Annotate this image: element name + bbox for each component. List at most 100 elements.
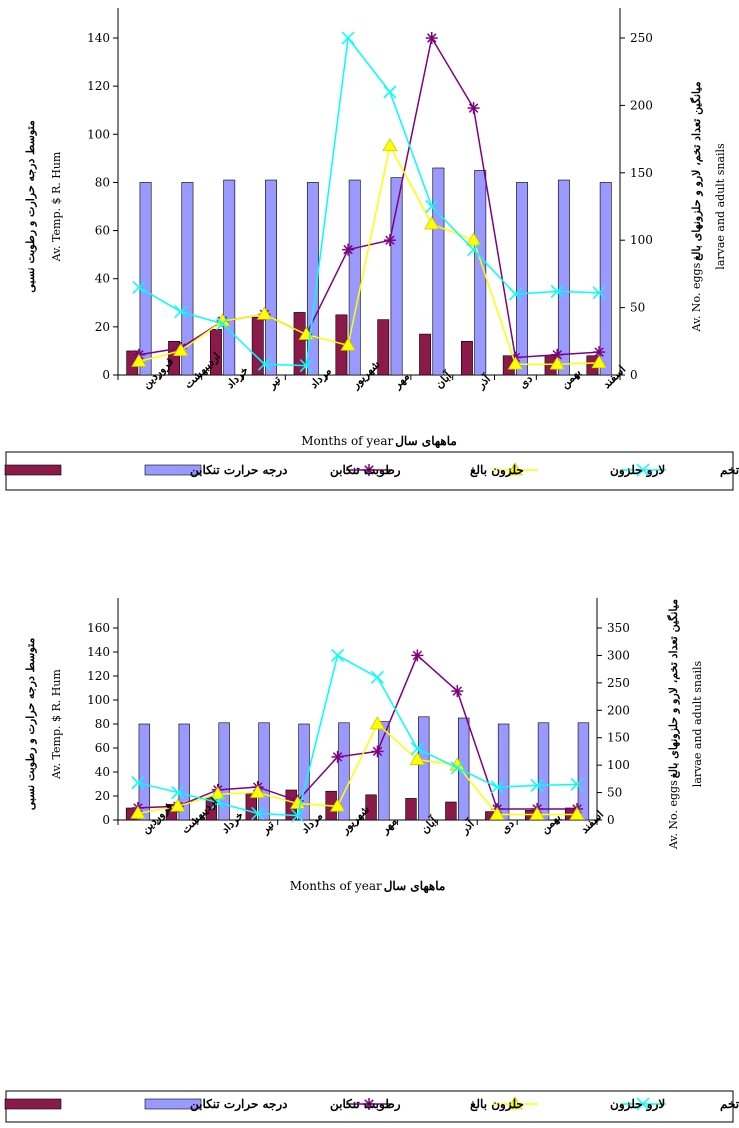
chart-2: 0 20 40 60 80 100 120 140 160 0 50 100 150 200 250 300 3… <box>4 598 739 1123</box>
point <box>250 784 266 798</box>
bar <box>460 340 473 376</box>
legend-swatch <box>144 1098 202 1110</box>
point <box>210 786 226 800</box>
right-tick-label: 350 <box>607 621 630 635</box>
y-axis-title-right-en: Av. No. eggs <box>690 262 703 332</box>
left-tick-label: 160 <box>87 621 110 635</box>
point <box>508 287 522 301</box>
point <box>131 776 145 790</box>
legend-label: رطوبت تنکابن <box>330 1097 401 1112</box>
left-tick-label: 100 <box>87 127 110 141</box>
bar <box>378 721 390 821</box>
point <box>216 317 230 331</box>
left-tick-label: 0 <box>102 368 110 382</box>
bar <box>209 328 222 376</box>
y-axis-title-right-1: Av. No. eggs میانگین تعداد تخم، لارو و حل… <box>689 81 703 332</box>
point <box>340 337 356 351</box>
point <box>171 786 185 800</box>
legend-marker <box>507 1096 523 1110</box>
right-tick-label: 50 <box>630 301 645 315</box>
legend-swatch <box>4 464 62 476</box>
bar <box>168 340 181 376</box>
left-tick-label: 80 <box>95 175 110 189</box>
right-tick-label: 250 <box>607 676 630 690</box>
bar <box>557 179 570 376</box>
y-axis-title-left-en: Av. Temp. $ R. Hum <box>50 151 63 262</box>
x-tick-label: تیر <box>258 818 277 837</box>
point <box>369 716 386 730</box>
right-tick-label: 50 <box>607 786 622 800</box>
point <box>382 138 398 152</box>
point <box>465 232 482 246</box>
legend-label: درجه حرارت تنکابن <box>190 463 288 478</box>
bar <box>178 723 190 821</box>
bar <box>577 722 590 821</box>
bar <box>138 723 151 821</box>
point <box>591 355 607 369</box>
y-axis-title-right-fa: میانگین تعداد تخم، لارو و حلزونهای بالغ <box>689 81 703 260</box>
bar <box>139 182 152 376</box>
point <box>329 798 346 812</box>
point <box>549 356 565 370</box>
left-tick-label: 0 <box>102 813 110 827</box>
legend-label: رطوبت تنکابن <box>330 463 401 478</box>
legend-label: تخم <box>720 1097 739 1112</box>
right-tick-label: 100 <box>630 233 653 247</box>
left-tick-label: 60 <box>95 224 110 238</box>
point <box>529 806 545 820</box>
point <box>507 356 524 370</box>
point <box>173 342 189 357</box>
point <box>490 780 504 794</box>
point <box>410 742 424 756</box>
y-axis-title-right-en: Av. No. eggs <box>667 780 680 850</box>
y-axis-title-right-2: larvae and adult snails <box>714 143 727 270</box>
point <box>251 806 265 820</box>
legend-swatch <box>4 1098 62 1110</box>
left-tick-label: 40 <box>95 765 110 779</box>
bar <box>497 723 510 821</box>
bar <box>405 798 417 821</box>
point <box>341 31 355 45</box>
y-axis-title-right-2: larvae and adult snails <box>691 660 704 787</box>
bar <box>445 801 457 821</box>
bar <box>258 722 270 821</box>
bar <box>516 182 529 376</box>
series-line <box>138 35 600 359</box>
x-axis-title: Months of year ماههای سال <box>290 879 446 894</box>
left-tick-label: 40 <box>95 272 110 286</box>
bar <box>306 182 319 376</box>
point <box>130 805 146 819</box>
bar <box>474 170 487 376</box>
bar <box>293 312 306 376</box>
bar <box>348 179 361 376</box>
right-tick-label: 300 <box>607 648 630 662</box>
bar <box>181 182 194 376</box>
point <box>211 795 225 809</box>
bar <box>419 333 432 376</box>
point <box>592 286 606 300</box>
point <box>569 806 585 820</box>
right-tick-label: 100 <box>607 758 630 772</box>
legend-label: لارو حلزون <box>610 1097 665 1112</box>
bar <box>265 179 278 376</box>
x-axis-title-fa: ماههای سال <box>384 879 446 894</box>
point <box>530 778 544 792</box>
point <box>291 809 305 823</box>
point <box>256 306 273 320</box>
series-line <box>137 654 578 810</box>
x-axis-title-fa: ماههای سال <box>395 434 457 449</box>
series-line <box>137 654 578 817</box>
point <box>299 359 313 373</box>
bar <box>432 167 445 376</box>
point <box>489 806 505 820</box>
bar <box>218 722 230 821</box>
legend: تخم لارو حلزون حلزون بالغ رطوبت تنکابن درجه … <box>4 451 739 491</box>
bar <box>205 796 218 821</box>
y-axis-title-right-1: Av. No. eggs میانگین تعداد تخم، لارو و حل… <box>666 599 680 850</box>
point <box>174 305 188 319</box>
point <box>131 353 147 367</box>
bar <box>251 316 264 376</box>
right-tick-label: 0 <box>607 813 615 827</box>
y-axis-title-left-en: Av. Temp. $ R. Hum <box>50 669 63 780</box>
